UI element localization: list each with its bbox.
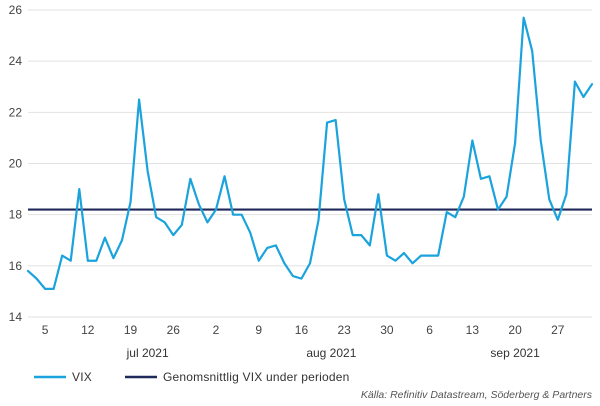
x-tick-label: 13	[466, 323, 480, 337]
x-axis-ticks: 5 12 19 26 2 9 16 23 30 6 13 20 27	[42, 323, 565, 337]
month-label: jul 2021	[126, 346, 169, 360]
series-line-vix	[26, 16, 594, 290]
legend-label-average: Genomsnittlig VIX under perioden	[163, 370, 350, 384]
y-tick-label: 26	[9, 3, 23, 17]
x-tick-label: 12	[81, 323, 95, 337]
legend-label-vix: VIX	[72, 370, 92, 384]
month-label: sep 2021	[490, 346, 540, 360]
x-tick-label: 5	[42, 323, 49, 337]
y-tick-label: 18	[9, 208, 23, 222]
y-tick-label: 16	[9, 259, 23, 273]
x-tick-label: 30	[380, 323, 394, 337]
legend: VIX Genomsnittlig VIX under perioden	[34, 370, 350, 384]
month-labels: jul 2021 aug 2021 sep 2021	[126, 346, 540, 360]
x-tick-label: 19	[124, 323, 138, 337]
x-tick-label: 20	[508, 323, 522, 337]
series-layer	[26, 16, 594, 290]
y-axis-ticks: 14 16 18 20 22 24 26	[9, 3, 23, 324]
x-tick-label: 26	[167, 323, 181, 337]
x-tick-label: 6	[426, 323, 433, 337]
source-note: Källa: Refinitiv Datastream, Söderberg &…	[361, 389, 593, 401]
x-tick-label: 9	[255, 323, 262, 337]
month-label: aug 2021	[306, 346, 356, 360]
grid-layer	[28, 9, 592, 318]
y-tick-label: 22	[9, 105, 23, 119]
x-tick-label: 23	[338, 323, 352, 337]
x-tick-label: 16	[295, 323, 309, 337]
y-tick-label: 20	[9, 157, 23, 171]
y-tick-label: 14	[9, 310, 23, 324]
y-tick-label: 24	[9, 54, 23, 68]
x-tick-label: 2	[213, 323, 220, 337]
x-tick-label: 27	[551, 323, 565, 337]
